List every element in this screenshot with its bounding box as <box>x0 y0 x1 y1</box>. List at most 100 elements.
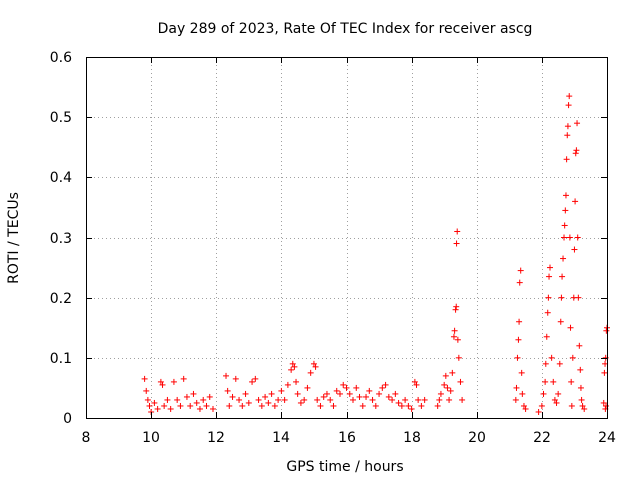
x-axis-label: GPS time / hours <box>286 459 403 475</box>
data-point <box>229 393 236 400</box>
data-point <box>545 294 552 301</box>
data-point <box>314 396 321 403</box>
data-point <box>402 396 409 403</box>
data-point <box>200 396 207 403</box>
data-point <box>170 378 177 385</box>
data-point <box>542 360 549 367</box>
data-point <box>563 156 570 163</box>
y-tick-label: 0 <box>63 411 72 427</box>
data-point <box>262 393 269 400</box>
data-point <box>161 402 168 409</box>
data-point <box>356 393 363 400</box>
data-point <box>376 390 383 397</box>
data-point <box>143 387 150 394</box>
data-point <box>557 318 564 325</box>
data-point <box>413 381 420 388</box>
data-point <box>209 405 216 412</box>
data-point <box>343 384 350 391</box>
data-point <box>547 264 554 271</box>
data-point <box>411 378 418 385</box>
x-tick-label: 22 <box>533 430 551 446</box>
data-point <box>555 390 562 397</box>
data-point <box>564 123 571 130</box>
data-point <box>542 378 549 385</box>
data-point <box>268 390 275 397</box>
data-point <box>513 384 520 391</box>
data-point <box>518 369 525 376</box>
data-point <box>454 336 461 343</box>
data-point <box>574 234 581 241</box>
data-point <box>515 336 522 343</box>
data-point <box>226 402 233 409</box>
data-point <box>346 390 353 397</box>
data-point <box>516 279 523 286</box>
data-point <box>578 396 585 403</box>
data-point <box>581 405 588 412</box>
data-point <box>571 246 578 253</box>
x-tick-label: 18 <box>403 430 421 446</box>
data-point <box>457 378 464 385</box>
data-point <box>304 384 311 391</box>
x-tick-label: 10 <box>142 430 160 446</box>
data-point <box>359 402 366 409</box>
data-point <box>157 378 164 385</box>
data-point <box>567 324 574 331</box>
data-point <box>520 402 527 409</box>
data-point <box>446 396 453 403</box>
data-point <box>151 399 158 406</box>
data-point <box>379 384 386 391</box>
data-point <box>271 402 278 409</box>
data-point <box>441 381 448 388</box>
data-point <box>312 363 319 370</box>
data-point <box>519 390 526 397</box>
data-point <box>252 375 259 382</box>
data-point <box>453 303 460 310</box>
axis-ticks: 8 10 12 14 16 18 20 22 24 0 0.1 0.2 0.3 0.4 0.5 0.6 <box>50 50 616 446</box>
data-point <box>459 396 466 403</box>
data-point <box>559 273 566 280</box>
data-point <box>239 402 246 409</box>
data-point <box>568 402 575 409</box>
data-point <box>558 294 565 301</box>
data-point <box>297 399 304 406</box>
data-point <box>600 399 607 406</box>
data-point <box>144 396 151 403</box>
data-point <box>363 393 370 400</box>
data-point <box>415 396 422 403</box>
data-point <box>603 327 610 334</box>
data-point <box>249 378 256 385</box>
data-point <box>177 402 184 409</box>
data-point <box>350 396 357 403</box>
data-point <box>522 405 529 412</box>
data-point <box>566 93 573 100</box>
data-point <box>540 390 547 397</box>
data-point <box>389 396 396 403</box>
x-tick-label: 24 <box>598 430 616 446</box>
data-point <box>573 147 580 154</box>
data-point <box>543 333 550 340</box>
data-point <box>301 396 308 403</box>
data-point <box>450 333 457 340</box>
data-point <box>512 396 519 403</box>
data-point <box>333 387 340 394</box>
data-point <box>576 342 583 349</box>
data-point <box>289 360 296 367</box>
data-point <box>398 402 405 409</box>
data-point <box>278 387 285 394</box>
data-point <box>436 396 443 403</box>
y-tick-label: 0.3 <box>50 231 72 247</box>
data-point <box>569 354 576 361</box>
x-tick-label: 20 <box>468 430 486 446</box>
data-point <box>434 402 441 409</box>
data-point <box>223 372 230 379</box>
data-point <box>516 318 523 325</box>
data-point <box>535 408 542 415</box>
data-point <box>330 402 337 409</box>
data-point <box>454 228 461 235</box>
data-point <box>453 240 460 247</box>
data-point <box>320 393 327 400</box>
data-point <box>551 396 558 403</box>
data-point <box>568 378 575 385</box>
data-point <box>293 378 300 385</box>
x-tick-label: 12 <box>207 430 225 446</box>
